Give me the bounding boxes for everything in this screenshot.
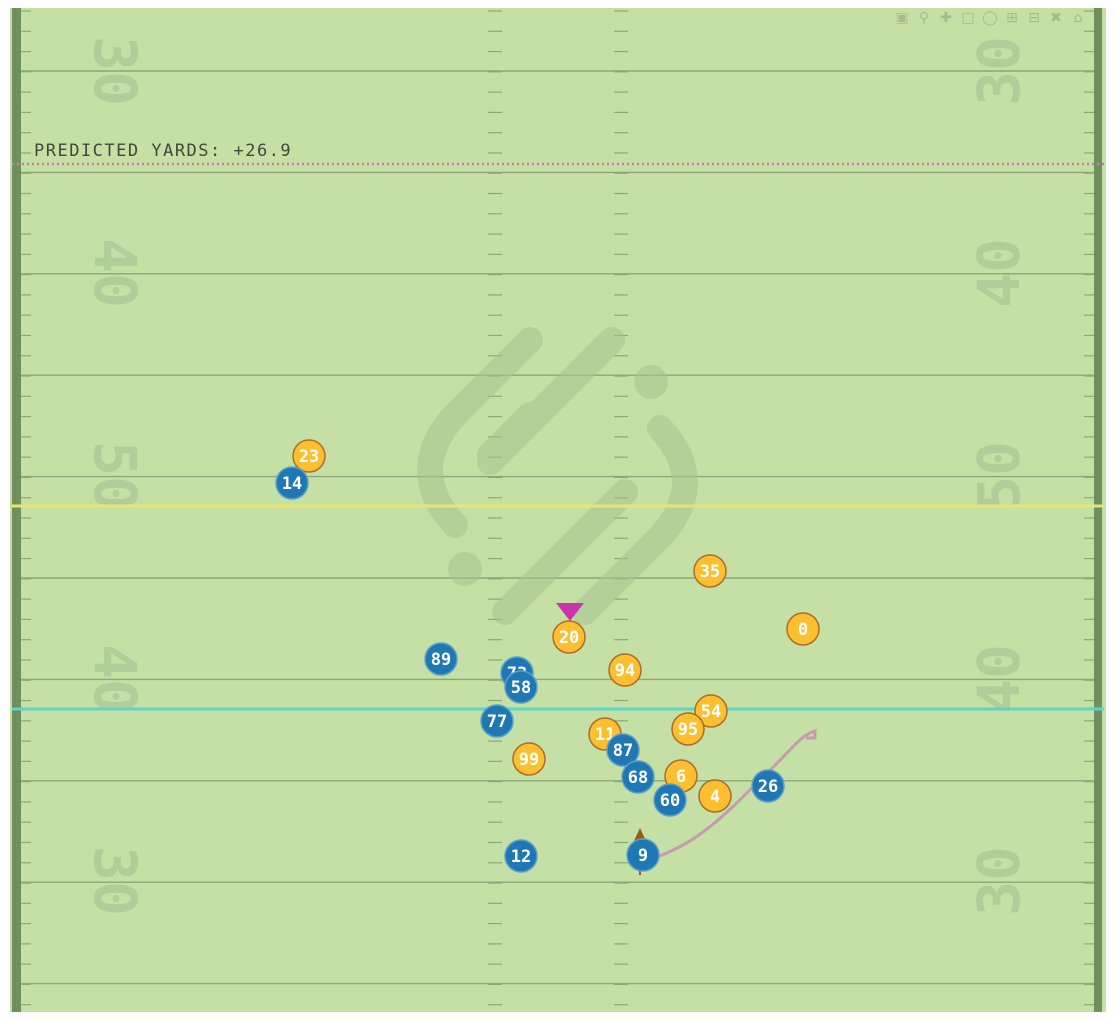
- yard-number-left: 40: [81, 238, 149, 308]
- player-marker[interactable]: [693, 554, 727, 588]
- yard-number-left: 40: [81, 644, 149, 714]
- camera-icon[interactable]: ▣: [895, 10, 909, 26]
- right-sideline: [1094, 8, 1102, 1012]
- left-sideline: [12, 8, 21, 1012]
- player-number: 60: [660, 791, 680, 811]
- player-marker[interactable]: [621, 760, 655, 794]
- player-marker[interactable]: [694, 694, 728, 728]
- player-marker[interactable]: [608, 653, 642, 687]
- yard-number-left: 50: [81, 441, 149, 511]
- player-marker[interactable]: [552, 620, 586, 654]
- player-marker[interactable]: [424, 642, 458, 676]
- player-number: 94: [615, 661, 635, 681]
- pan-icon[interactable]: ✚: [940, 10, 952, 26]
- player-number: 9: [638, 846, 648, 866]
- turf: [10, 8, 1106, 1012]
- yard-number-right: 40: [965, 238, 1033, 308]
- special-lines: [12, 162, 1104, 711]
- player-a-77[interactable]: 77: [480, 704, 514, 738]
- player-b-20[interactable]: 20: [552, 620, 586, 654]
- player-b-4[interactable]: 4: [698, 779, 732, 813]
- player-b-54[interactable]: 54: [694, 694, 728, 728]
- player-number: 4: [710, 787, 720, 807]
- player-marker[interactable]: [512, 742, 546, 776]
- player-b-35[interactable]: 35: [693, 554, 727, 588]
- player-number: 26: [758, 777, 778, 797]
- predicted-yards-label: PREDICTED YARDS: +26.9: [34, 141, 293, 161]
- zoom-out-icon[interactable]: ⊟: [1028, 10, 1040, 26]
- player-marker[interactable]: [504, 839, 538, 873]
- player-marker[interactable]: [275, 466, 309, 500]
- yard-number-right: 40: [965, 644, 1033, 714]
- player-number: 6: [676, 767, 686, 787]
- player-number: 0: [798, 620, 808, 640]
- player-number: 23: [299, 447, 319, 467]
- zoom-icon[interactable]: ⚲: [918, 10, 930, 26]
- player-b-94[interactable]: 94: [608, 653, 642, 687]
- player-number: 89: [431, 650, 451, 670]
- field-logo: [417, 327, 698, 625]
- player-number: 95: [678, 720, 698, 740]
- player-marker[interactable]: [671, 712, 705, 746]
- player-a-58[interactable]: 58: [504, 670, 538, 704]
- player-number: 20: [559, 628, 579, 648]
- player-a-87[interactable]: 87: [606, 733, 640, 767]
- player-marker[interactable]: [480, 704, 514, 738]
- player-number: 68: [628, 768, 648, 788]
- players: 2335020945495119964148973587787686026129: [275, 439, 820, 873]
- player-marker[interactable]: [606, 733, 640, 767]
- zoom-in-icon[interactable]: ⊞: [1006, 10, 1018, 26]
- player-number: 87: [613, 741, 633, 761]
- player-a-68[interactable]: 68: [621, 760, 655, 794]
- yard-number-left: 30: [81, 846, 149, 916]
- player-marker[interactable]: [504, 670, 538, 704]
- player-a-89[interactable]: 89: [424, 642, 458, 676]
- player-marker[interactable]: [786, 612, 820, 646]
- player-marker[interactable]: [626, 838, 660, 872]
- yard-number-right: 30: [965, 846, 1033, 916]
- player-b-95[interactable]: 95: [671, 712, 705, 746]
- player-marker[interactable]: [751, 769, 785, 803]
- autoscale-icon[interactable]: ✖: [1050, 10, 1062, 26]
- player-marker[interactable]: [653, 783, 687, 817]
- player-number: 35: [700, 562, 720, 582]
- yard-number-right: 50: [965, 441, 1033, 511]
- target-marker: [556, 603, 584, 621]
- player-number: 12: [511, 847, 531, 867]
- player-a-12[interactable]: 12: [504, 839, 538, 873]
- player-number: 58: [511, 678, 531, 698]
- player-number: 14: [282, 474, 302, 494]
- player-b-0[interactable]: 0: [786, 612, 820, 646]
- player-number: 77: [487, 712, 507, 732]
- yard-number-right: 30: [965, 36, 1033, 106]
- lasso-icon[interactable]: ◯: [982, 10, 998, 26]
- plot-toolbar[interactable]: ▣ ⚲ ✚ □ ◯ ⊞ ⊟ ✖ ⌂: [894, 10, 1086, 26]
- player-b-23[interactable]: 23: [292, 439, 326, 473]
- player-a-26[interactable]: 26: [751, 769, 785, 803]
- player-number: 54: [701, 702, 721, 722]
- box-select-icon[interactable]: □: [961, 10, 975, 26]
- reset-axes-icon[interactable]: ⌂: [1073, 10, 1083, 26]
- player-number: 99: [519, 750, 539, 770]
- player-a-9[interactable]: 9: [626, 838, 660, 872]
- yard-lines: [12, 8, 1102, 1012]
- player-a-60[interactable]: 60: [653, 783, 687, 817]
- yard-number-left: 30: [81, 36, 149, 106]
- player-marker[interactable]: [698, 779, 732, 813]
- player-a-14[interactable]: 14: [275, 466, 309, 500]
- player-b-99[interactable]: 99: [512, 742, 546, 776]
- player-marker[interactable]: [292, 439, 326, 473]
